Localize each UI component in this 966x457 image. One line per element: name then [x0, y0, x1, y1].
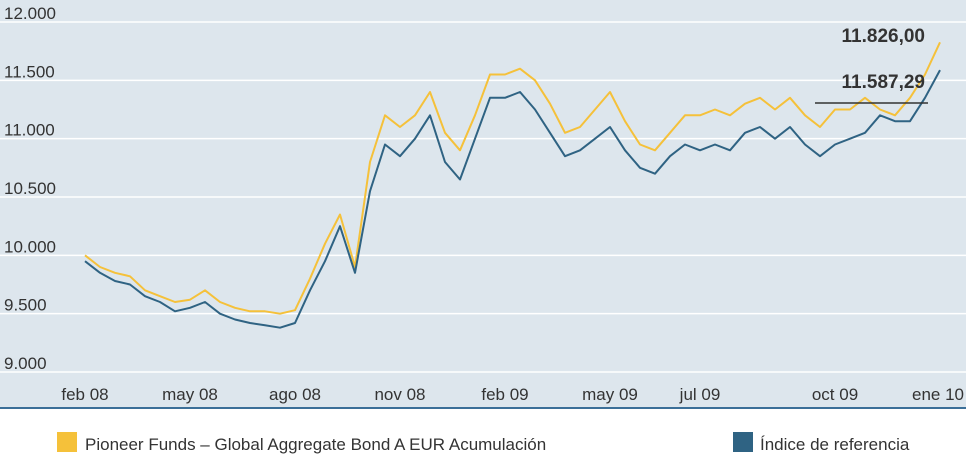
legend-swatch [733, 432, 753, 452]
x-tick-label: may 09 [582, 385, 638, 404]
value-label: 11.826,00 [842, 26, 925, 47]
y-tick-label: 11.000 [4, 121, 55, 140]
series-line [84, 41, 941, 315]
x-tick-label: nov 08 [374, 385, 425, 404]
y-tick-label: 9.000 [4, 354, 47, 373]
series-line [84, 69, 941, 329]
x-tick-label: oct 09 [812, 385, 858, 404]
legend-label: Pioneer Funds – Global Aggregate Bond A … [85, 435, 546, 454]
x-tick-label: ago 08 [269, 385, 321, 404]
plot-background [0, 0, 966, 408]
x-tick-label: feb 08 [61, 385, 108, 404]
x-tick-label: jul 09 [679, 385, 721, 404]
y-tick-label: 10.500 [4, 179, 56, 198]
x-tick-label: feb 09 [481, 385, 528, 404]
value-label: 11.587,29 [842, 72, 925, 93]
legend-swatch [57, 432, 77, 452]
y-tick-label: 10.000 [4, 237, 56, 256]
y-tick-label: 12.000 [4, 4, 56, 23]
x-tick-label: may 08 [162, 385, 218, 404]
x-tick-label: ene 10 [912, 385, 964, 404]
y-tick-label: 11.500 [4, 62, 55, 81]
y-tick-label: 9.500 [4, 296, 47, 315]
legend-label: Índice de referencia [760, 435, 910, 454]
